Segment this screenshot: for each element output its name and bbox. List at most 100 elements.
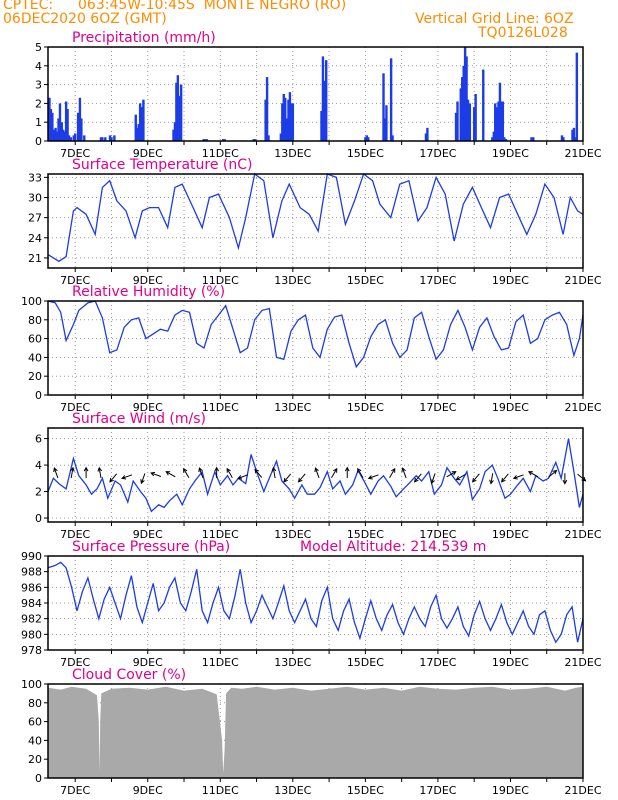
- wind-arrow-shaft: [121, 474, 133, 479]
- temperature-xtick-label: 19DEC: [492, 274, 529, 287]
- wind-title: Surface Wind (m/s): [72, 411, 206, 427]
- wind-arrow: [401, 467, 407, 479]
- wind-arrow-head: [367, 475, 373, 480]
- wind-arrow-shaft: [315, 467, 320, 479]
- cloud-cover-ytick-label: 60: [28, 716, 42, 729]
- humidity-xtick-label: 13DEC: [274, 401, 311, 414]
- wind-arrow: [237, 474, 249, 480]
- precipitation-bar: [383, 118, 387, 141]
- cloud-cover-ytick-label: 80: [28, 697, 42, 710]
- precipitation-bar: [284, 97, 287, 141]
- cloud-cover-xtick-label: 13DEC: [274, 784, 311, 797]
- wind-ytick-label: 0: [35, 512, 42, 525]
- precipitation-bar: [454, 112, 458, 141]
- wind-arrow-shaft: [237, 474, 249, 479]
- precipitation-bar: [288, 92, 292, 141]
- wind-arrow-shaft: [109, 473, 118, 483]
- wind-xtick-label: 13DEC: [274, 528, 311, 541]
- wind-line: [47, 438, 584, 513]
- pressure-xtick-label: 11DEC: [202, 656, 239, 669]
- precipitation-bar: [57, 118, 60, 141]
- wind-arrow: [140, 473, 146, 485]
- temperature-ytick-label: 27: [28, 212, 42, 225]
- humidity-panel: Relative Humidity (%) 0 20 40 60 80 100 7DEC 9DE…: [21, 284, 602, 414]
- wind-arrow: [455, 474, 466, 481]
- wind-arrow-head: [70, 466, 75, 472]
- header-code: TQ0126L028: [478, 25, 568, 41]
- pressure-xtick-label: 9DEC: [133, 656, 163, 669]
- precipitation-bar: [501, 101, 505, 141]
- pressure-line: [47, 561, 584, 644]
- wind-arrow: [446, 471, 457, 478]
- cloud-cover-ytick-label: 20: [28, 753, 42, 766]
- temperature-ytick-label: 30: [28, 192, 42, 205]
- wind-arrow-head: [140, 479, 145, 485]
- wind-arrow-shaft: [150, 472, 162, 477]
- precipitation-ytick-label: 1: [35, 116, 42, 129]
- precipitation-bar: [321, 56, 325, 141]
- wind-arrow-head: [391, 467, 396, 473]
- precipitation-bar: [172, 129, 175, 141]
- wind-xtick-label: 21DEC: [564, 528, 601, 541]
- wind-arrow: [150, 471, 162, 477]
- header-source: CPTEC:: [3, 0, 54, 13]
- header-grid-note: Vertical Grid Line: 6OZ: [415, 11, 574, 27]
- pressure-xtick-label: 15DEC: [347, 656, 384, 669]
- precipitation-bar: [49, 109, 53, 141]
- precipitation-frame: [47, 46, 584, 142]
- wind-arrow: [331, 467, 338, 478]
- precipitation-bar: [136, 127, 139, 141]
- wind-arrow-shaft: [198, 467, 204, 479]
- precipitation-panel: Precipitation (mm/h) 0 1 2 3 4 5 7DEC 9DEC 11DEC 1…: [35, 30, 602, 160]
- wind-arrow-shaft: [183, 468, 190, 478]
- precipitation-bar: [459, 88, 462, 141]
- wind-arrow-head: [198, 467, 203, 473]
- wind-arrow: [367, 474, 379, 480]
- precipitation-bar: [264, 99, 267, 141]
- precipitation-bar: [54, 127, 57, 141]
- wind-arrow: [226, 467, 233, 478]
- wind-arrow-head: [430, 479, 435, 485]
- precipitation-bar: [83, 135, 86, 141]
- wind-arrow-head: [237, 475, 243, 480]
- wind-arrow-shaft: [513, 474, 524, 479]
- temperature-frame: [47, 173, 584, 269]
- precipitation-bar: [574, 137, 577, 141]
- precipitation-ytick-label: 2: [35, 97, 42, 110]
- precipitation-bar: [205, 139, 209, 141]
- pressure-xtick-label: 19DEC: [492, 656, 529, 669]
- wind-arrow-head: [254, 468, 259, 474]
- temperature-ytick-label: 24: [28, 232, 42, 245]
- precipitation-bar: [497, 101, 500, 141]
- precipitation-bar: [221, 139, 225, 141]
- precipitation-bar: [140, 107, 143, 141]
- wind-arrow-shaft: [272, 467, 276, 479]
- wind-arrow-head: [562, 479, 568, 485]
- precipitation-ytick-label: 4: [35, 60, 42, 73]
- wind-xtick-label: 9DEC: [133, 528, 163, 541]
- wind-arrow-shaft: [140, 473, 146, 484]
- precipitation-bar: [137, 124, 140, 141]
- wind-arrow: [254, 468, 263, 478]
- cloud-cover-xtick-label: 15DEC: [347, 784, 384, 797]
- wind-arrow-head: [333, 467, 338, 473]
- temperature-xtick-label: 21DEC: [564, 274, 601, 287]
- precipitation-bar: [142, 99, 145, 141]
- wind-arrow-shaft: [577, 473, 586, 482]
- cloud-cover-xtick-label: 7DEC: [60, 784, 90, 797]
- pressure-subtitle: Model Altitude: 214.539 m: [300, 539, 486, 555]
- wind-arrow-head: [283, 477, 288, 483]
- wind-arrow: [562, 473, 568, 485]
- precipitation-bar: [279, 133, 283, 141]
- temperature-ytick-label: 33: [28, 171, 42, 184]
- precipitation-bar: [367, 137, 370, 141]
- precipitation-bar: [474, 94, 477, 141]
- cloud-cover-xtick-label: 9DEC: [133, 784, 163, 797]
- precipitation-bar: [66, 109, 69, 141]
- precipitation-bar: [108, 135, 112, 141]
- precipitation-bar: [500, 101, 503, 141]
- wind-frame: [47, 427, 584, 523]
- precipitation-bar: [391, 135, 394, 141]
- wind-xtick-label: 19DEC: [492, 528, 529, 541]
- precipitation-bar: [69, 137, 73, 141]
